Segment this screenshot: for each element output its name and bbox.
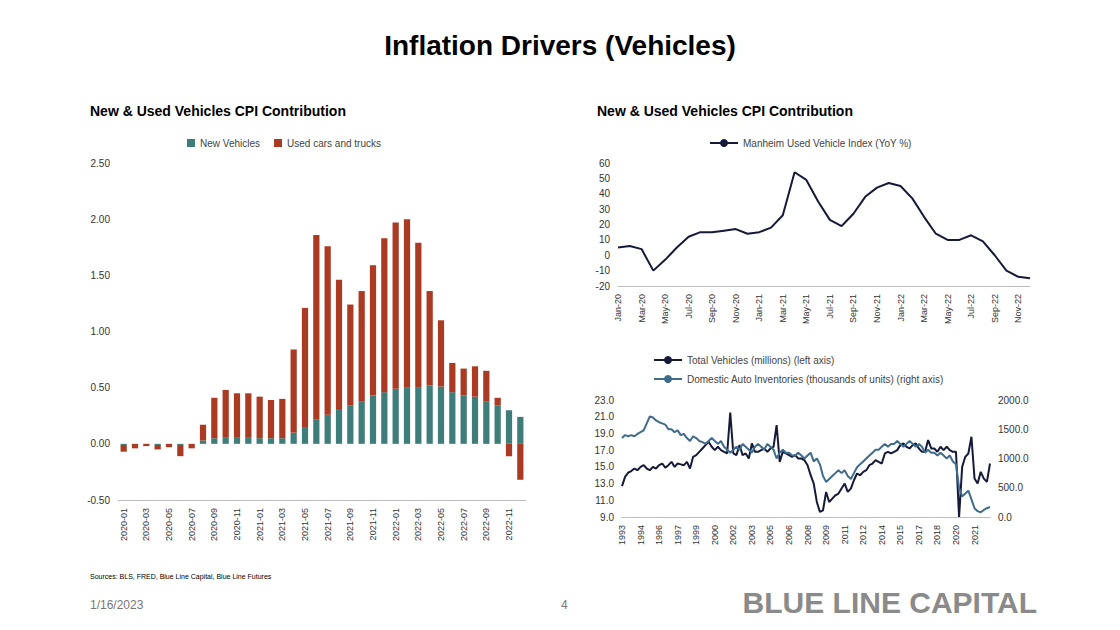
svg-text:17.0: 17.0 (595, 445, 615, 456)
svg-text:2021-01: 2021-01 (255, 508, 265, 541)
svg-text:Manheim Used Vehicle Index (Yo: Manheim Used Vehicle Index (YoY %) (743, 138, 911, 149)
svg-text:2.00: 2.00 (91, 214, 111, 225)
svg-text:2011: 2011 (840, 525, 850, 544)
svg-text:2021-11: 2021-11 (368, 508, 378, 540)
svg-text:2006: 2006 (784, 525, 794, 545)
svg-text:0.50: 0.50 (91, 382, 111, 393)
svg-text:Sep-20: Sep-20 (707, 294, 717, 323)
svg-text:2000: 2000 (710, 525, 720, 545)
svg-text:Sep-22: Sep-22 (990, 294, 1000, 323)
svg-text:2020-09: 2020-09 (209, 508, 219, 541)
svg-text:19.0: 19.0 (595, 428, 615, 439)
svg-text:2022-05: 2022-05 (436, 508, 446, 541)
svg-text:2020-03: 2020-03 (141, 508, 151, 541)
svg-text:Sources: BLS, FRED, Blue Line: Sources: BLS, FRED, Blue Line Capital, B… (90, 573, 272, 581)
svg-text:May-20: May-20 (660, 294, 670, 324)
svg-text:2022-03: 2022-03 (413, 508, 423, 541)
svg-text:Jul-22: Jul-22 (966, 294, 976, 319)
svg-text:1.50: 1.50 (91, 270, 111, 281)
svg-text:Nov-22: Nov-22 (1013, 294, 1023, 323)
svg-text:2022-09: 2022-09 (481, 508, 491, 541)
svg-text:2022-11: 2022-11 (504, 508, 514, 540)
svg-text:Mar-22: Mar-22 (919, 294, 929, 323)
svg-text:Jan-22: Jan-22 (896, 294, 906, 322)
svg-text:4: 4 (561, 598, 568, 612)
svg-text:Jan-21: Jan-21 (754, 294, 764, 322)
svg-text:2012: 2012 (858, 525, 868, 545)
svg-text:2002: 2002 (728, 525, 738, 545)
svg-text:40: 40 (599, 188, 611, 199)
svg-text:-0.50: -0.50 (87, 495, 110, 506)
svg-text:11.0: 11.0 (595, 495, 614, 506)
svg-text:May-22: May-22 (943, 294, 953, 324)
svg-text:1994: 1994 (636, 525, 646, 545)
svg-text:2017: 2017 (914, 525, 924, 545)
svg-text:Mar-20: Mar-20 (637, 294, 647, 323)
svg-text:1999: 1999 (691, 525, 701, 545)
svg-text:0.0: 0.0 (998, 512, 1012, 523)
svg-text:2021-09: 2021-09 (345, 508, 355, 541)
svg-text:1996: 1996 (654, 525, 664, 545)
svg-text:Inflation Drivers (Vehicles): Inflation Drivers (Vehicles) (384, 30, 736, 61)
svg-text:50: 50 (599, 173, 611, 184)
svg-text:Jul-21: Jul-21 (825, 294, 835, 319)
svg-text:30: 30 (599, 204, 611, 215)
svg-text:60: 60 (599, 158, 611, 169)
svg-text:BLUE LINE CAPITAL: BLUE LINE CAPITAL (743, 586, 1037, 619)
svg-text:2022-07: 2022-07 (459, 508, 469, 541)
svg-text:1993: 1993 (617, 525, 627, 545)
svg-text:2014: 2014 (877, 525, 887, 545)
svg-text:9.0: 9.0 (600, 512, 614, 523)
svg-text:20: 20 (599, 219, 611, 230)
svg-text:Total Vehicles (millions) (lef: Total Vehicles (millions) (left axis) (687, 355, 834, 366)
svg-text:Nov-21: Nov-21 (872, 294, 882, 323)
svg-text:21.0: 21.0 (595, 411, 615, 422)
svg-text:2022-01: 2022-01 (391, 508, 401, 541)
svg-text:New & Used Vehicles CPI Contri: New & Used Vehicles CPI Contribution (597, 103, 853, 119)
svg-text:2005: 2005 (765, 525, 775, 545)
svg-text:Sep-21: Sep-21 (848, 294, 858, 323)
svg-text:0.00: 0.00 (91, 438, 111, 449)
svg-text:Used cars and trucks: Used cars and trucks (287, 138, 381, 149)
svg-text:23.0: 23.0 (595, 395, 615, 406)
svg-text:1997: 1997 (673, 525, 683, 545)
svg-text:2021-03: 2021-03 (277, 508, 287, 541)
svg-text:New Vehicles: New Vehicles (200, 138, 260, 149)
svg-text:2021: 2021 (970, 525, 980, 545)
svg-text:500.0: 500.0 (998, 482, 1023, 493)
svg-text:-20: -20 (596, 281, 611, 292)
svg-text:Nov-20: Nov-20 (731, 294, 741, 323)
svg-text:Mar-21: Mar-21 (778, 294, 788, 323)
svg-text:Jul-20: Jul-20 (684, 294, 694, 319)
svg-text:0: 0 (604, 250, 610, 261)
svg-text:13.0: 13.0 (595, 478, 615, 489)
svg-text:May-21: May-21 (801, 294, 811, 324)
svg-text:Domestic Auto Inventories (tho: Domestic Auto Inventories (thousands of … (687, 374, 943, 385)
svg-text:2009: 2009 (821, 525, 831, 545)
svg-text:2021-05: 2021-05 (300, 508, 310, 541)
svg-text:1.00: 1.00 (91, 326, 111, 337)
svg-text:2015: 2015 (895, 525, 905, 545)
svg-text:2018: 2018 (932, 525, 942, 545)
svg-text:1500.0: 1500.0 (998, 424, 1029, 435)
svg-text:2008: 2008 (803, 525, 813, 545)
svg-text:2020-01: 2020-01 (119, 508, 129, 541)
svg-text:2020-05: 2020-05 (164, 508, 174, 541)
svg-text:Jan-20: Jan-20 (613, 294, 623, 322)
svg-text:2020: 2020 (951, 525, 961, 545)
svg-text:1000.0: 1000.0 (998, 453, 1029, 464)
svg-text:2020-11: 2020-11 (232, 508, 242, 540)
svg-text:15.0: 15.0 (595, 461, 615, 472)
svg-text:1/16/2023: 1/16/2023 (90, 598, 144, 612)
svg-text:-10: -10 (596, 265, 611, 276)
svg-text:2020-07: 2020-07 (187, 508, 197, 541)
svg-text:New & Used Vehicles CPI Contri: New & Used Vehicles CPI Contribution (90, 103, 346, 119)
svg-text:2.50: 2.50 (91, 158, 111, 169)
svg-text:2000.0: 2000.0 (998, 395, 1029, 406)
svg-text:2021-07: 2021-07 (323, 508, 333, 541)
svg-text:10: 10 (599, 234, 611, 245)
svg-text:2003: 2003 (747, 525, 757, 545)
